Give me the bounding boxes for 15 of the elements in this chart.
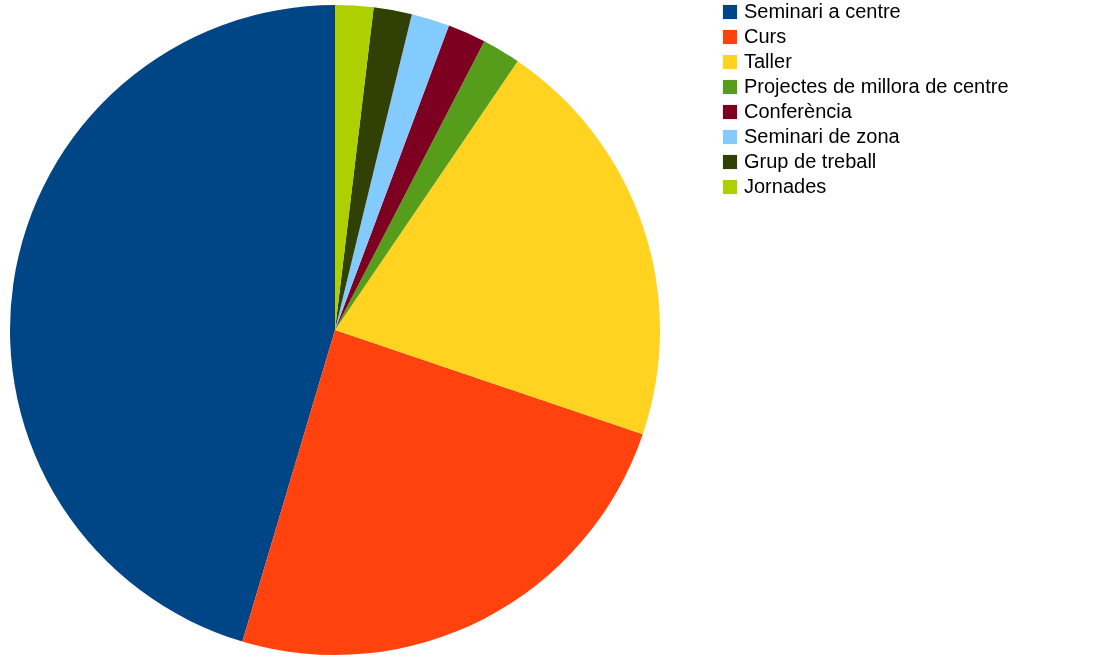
pie-slice bbox=[242, 330, 643, 655]
pie-slice bbox=[335, 61, 660, 435]
pie-slice bbox=[10, 5, 335, 642]
legend-label: Grup de treball bbox=[744, 150, 877, 172]
pie-slice bbox=[335, 25, 485, 330]
pie-slice bbox=[335, 41, 518, 330]
pie-slice bbox=[335, 14, 449, 330]
legend-label: Seminari de zona bbox=[744, 125, 901, 147]
legend-label: Projectes de millora de centre bbox=[744, 75, 1009, 97]
legend-label: Conferència bbox=[744, 100, 853, 122]
legend-label: Taller bbox=[744, 50, 793, 72]
legend-label: Jornades bbox=[744, 175, 827, 197]
legend-label: Curs bbox=[744, 25, 787, 47]
pie-slice bbox=[335, 7, 412, 330]
legend-label: Seminari a centre bbox=[744, 0, 901, 22]
